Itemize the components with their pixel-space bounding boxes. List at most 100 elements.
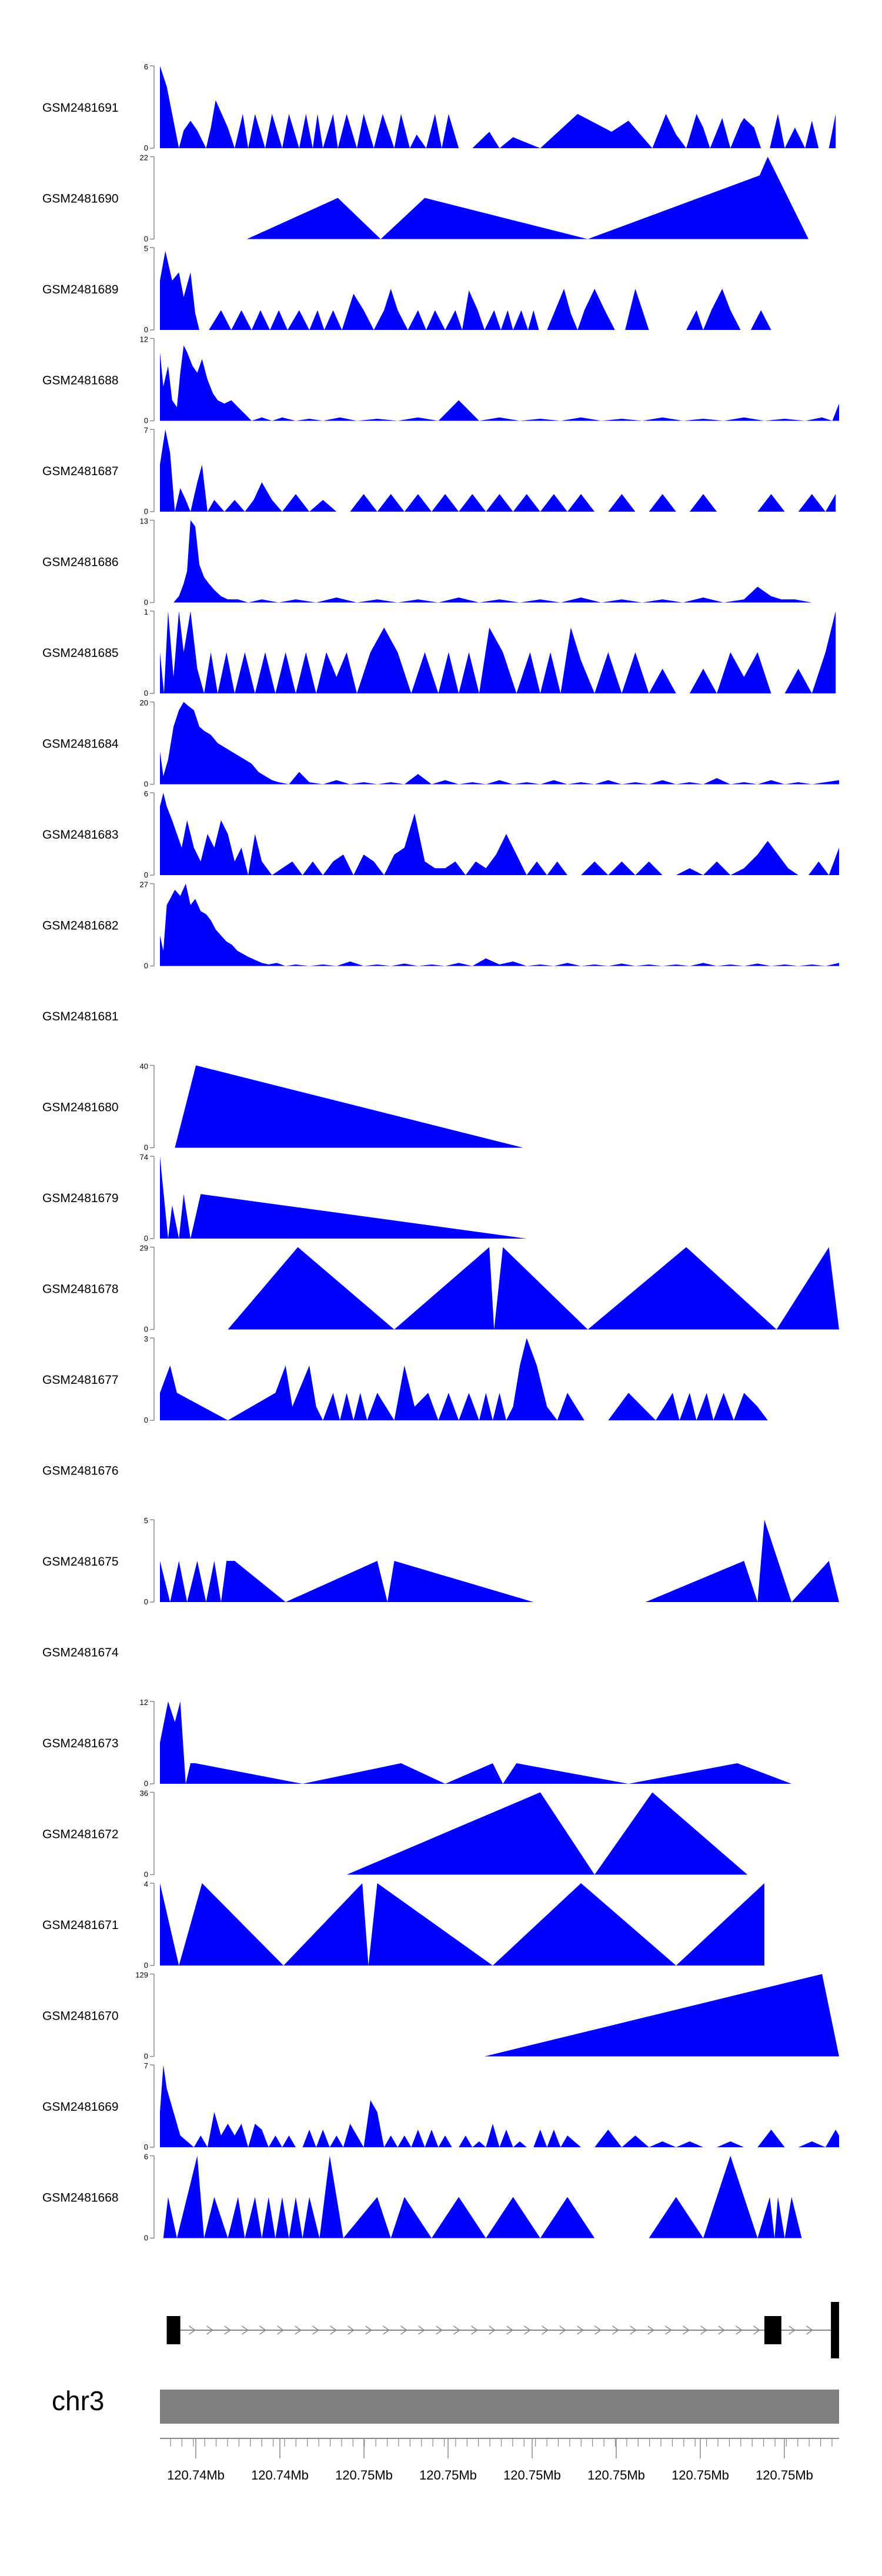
exon (166, 2316, 181, 2344)
track-label: GSM2481690 (42, 192, 119, 206)
coverage-area (246, 156, 808, 239)
track-label: GSM2481687 (42, 465, 119, 478)
y-tick-label-zero: 0 (144, 325, 148, 334)
y-tick-label-max: 12 (140, 1698, 148, 1707)
coverage-area (160, 1701, 792, 1784)
strand-arrow (806, 2325, 813, 2335)
strand-arrow (630, 2325, 637, 2335)
ideogram-bar (160, 2390, 839, 2424)
track-label: GSM2481685 (42, 646, 119, 660)
strand-arrow (753, 2325, 760, 2335)
coverage-area (160, 429, 836, 512)
coverage-area (160, 702, 839, 785)
axis-tick-label: 120.75Mb (503, 2468, 561, 2482)
track-label: GSM2481673 (42, 1737, 119, 1750)
track-label: GSM2481671 (42, 1918, 119, 1932)
y-tick-label-zero: 0 (144, 962, 148, 970)
y-tick-label-zero: 0 (144, 1597, 148, 1606)
track: GSM2481672 36 0 (42, 1789, 748, 1879)
coverage-area (160, 66, 836, 148)
track: GSM2481681 (42, 1010, 119, 1023)
y-tick-label-max: 4 (144, 1880, 148, 1888)
axis-tick-label: 120.74Mb (167, 2468, 225, 2482)
track: GSM2481687 7 0 (42, 426, 836, 516)
coverage-area (228, 1247, 839, 1330)
axis-tick-label: 120.75Mb (756, 2468, 813, 2482)
track: GSM2481690 22 0 (42, 154, 808, 243)
y-tick-label-zero: 0 (144, 2234, 148, 2243)
y-tick-label-zero: 0 (144, 1325, 148, 1334)
axis-tick-label: 120.75Mb (419, 2468, 477, 2482)
strand-arrow (542, 2325, 549, 2335)
track: GSM2481677 3 0 (42, 1334, 768, 1424)
strand-arrow (506, 2325, 513, 2335)
axis-tick-label: 120.74Mb (251, 2468, 309, 2482)
y-tick-label-zero: 0 (144, 598, 148, 607)
y-tick-label-max: 5 (144, 1516, 148, 1525)
track: GSM2481683 6 0 (42, 789, 839, 879)
y-tick-label-zero: 0 (144, 507, 148, 516)
track: GSM2481675 5 0 (42, 1516, 839, 1606)
track: GSM2481689 5 0 (42, 244, 836, 334)
y-tick-label-max: 74 (140, 1153, 148, 1162)
track-label: GSM2481676 (42, 1464, 119, 1478)
y-tick-label-max: 3 (144, 1334, 148, 1343)
coverage-area (163, 2155, 826, 2238)
y-tick-label-max: 40 (140, 1062, 148, 1071)
track: GSM2481686 13 0 (42, 517, 826, 607)
track-label: GSM2481674 (42, 1646, 119, 1660)
y-tick-label-max: 22 (140, 154, 148, 162)
track: GSM2481668 6 0 (42, 2153, 826, 2243)
track: GSM2481671 4 0 (42, 1880, 764, 1970)
track: GSM2481674 (42, 1646, 119, 1660)
y-tick-label-zero: 0 (144, 870, 148, 879)
exon (831, 2302, 839, 2358)
track: GSM2481680 40 0 (42, 1062, 523, 1152)
y-tick-label-zero: 0 (144, 1234, 148, 1243)
track: GSM2481678 29 0 (42, 1244, 839, 1334)
coverage-area (485, 1974, 839, 2057)
track: GSM2481688 12 0 (42, 335, 839, 425)
track: GSM2481673 12 0 (42, 1698, 792, 1788)
strand-arrow (453, 2325, 460, 2335)
coverage-area (160, 2065, 839, 2147)
strand-arrow (400, 2325, 407, 2335)
strand-arrow (577, 2325, 584, 2335)
strand-arrow (700, 2325, 707, 2335)
y-tick-label-zero: 0 (144, 2052, 148, 2061)
coverage-area (173, 520, 826, 603)
y-tick-label-zero: 0 (144, 144, 148, 152)
track-label: GSM2481683 (42, 828, 119, 842)
strand-arrow (312, 2325, 319, 2335)
track: GSM2481676 (42, 1464, 119, 1478)
strand-arrow (418, 2325, 425, 2335)
strand-arrow (594, 2325, 602, 2335)
y-tick-label-max: 5 (144, 244, 148, 253)
y-tick-label-max: 6 (144, 62, 148, 71)
strand-arrow (789, 2325, 796, 2335)
strand-arrow (189, 2325, 196, 2335)
y-tick-label-max: 6 (144, 2153, 148, 2161)
track-label: GSM2481689 (42, 283, 119, 296)
track-label: GSM2481682 (42, 919, 119, 933)
y-tick-label-zero: 0 (144, 235, 148, 243)
y-tick-label-zero: 0 (144, 2143, 148, 2151)
coverage-area (160, 251, 836, 330)
strand-arrow (259, 2325, 266, 2335)
coverage-area (175, 1065, 523, 1148)
y-tick-label-zero: 0 (144, 780, 148, 789)
coverage-area (160, 1883, 764, 1966)
coverage-tracks: GSM248169160GSM2481690220GSM248168950GSM… (42, 62, 839, 2243)
track-label: GSM2481672 (42, 1828, 119, 1841)
strand-arrow (736, 2325, 743, 2335)
track-label: GSM2481677 (42, 1373, 119, 1387)
strand-arrow (206, 2325, 213, 2335)
y-tick-label-max: 13 (140, 517, 148, 526)
track-label: GSM2481681 (42, 1010, 119, 1023)
strand-arrow (489, 2325, 496, 2335)
y-tick-label-zero: 0 (144, 1416, 148, 1424)
track: GSM2481682 27 0 (42, 880, 839, 970)
strand-arrow (436, 2325, 443, 2335)
genomic-axis: 120.74Mb 120.74Mb 120.75Mb 120.75Mb 120.75Mb… (160, 2438, 839, 2482)
